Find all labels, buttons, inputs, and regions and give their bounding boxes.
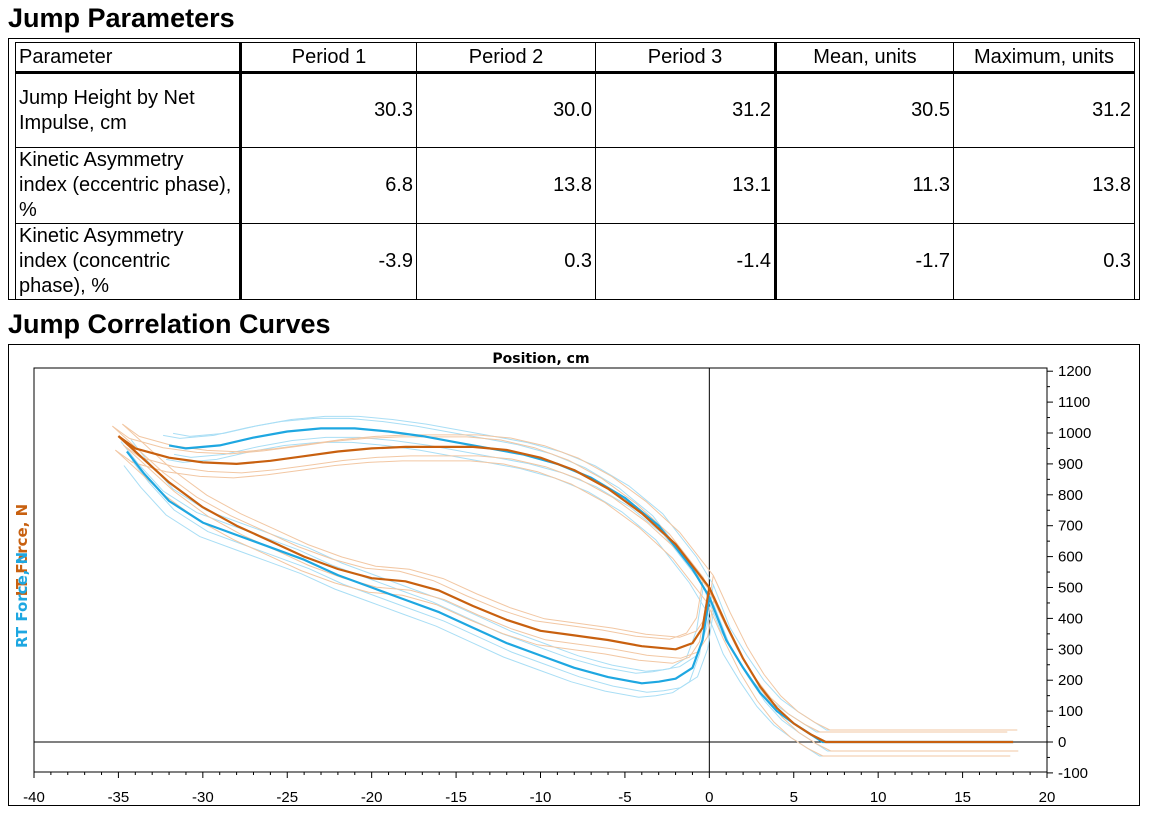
y-tick-label: 700 [1058, 518, 1083, 535]
table-row: Kinetic Asymmetry index (concentric phas… [15, 223, 1135, 300]
series-trial-line [112, 425, 1008, 733]
y-tick-label: 400 [1058, 610, 1083, 627]
table-header-row: Parameter Period 1 Period 2 Period 3 Mea… [15, 42, 1135, 74]
y-tick-label: 1200 [1058, 363, 1091, 380]
header-maximum: Maximum, units [953, 42, 1135, 74]
series-trial-line [174, 436, 1019, 752]
cell-maximum: 0.3 [953, 223, 1135, 300]
series-trial-line [123, 465, 707, 698]
cell-maximum: 13.8 [953, 147, 1135, 224]
series-trial-line [163, 417, 1008, 733]
y-tick-label: 0 [1058, 734, 1066, 751]
row-label: Kinetic Asymmetry index (concentric phas… [15, 223, 242, 300]
series-trial-line [122, 423, 1018, 731]
cell-period-3: 31.2 [595, 72, 777, 148]
x-tick-label: -35 [108, 789, 130, 806]
y-tick-label: 300 [1058, 641, 1083, 658]
series-trial-line [123, 444, 715, 659]
x-tick-label: -30 [192, 789, 214, 806]
cell-period-3: 13.1 [595, 147, 777, 224]
header-period-3: Period 3 [595, 42, 777, 74]
series-line [126, 450, 711, 685]
header-period-2: Period 2 [416, 42, 596, 74]
row-label: Jump Height by Net Impulse, cm [15, 72, 242, 148]
series-trial-line [173, 415, 1018, 731]
x-tick-label: 0 [705, 789, 713, 806]
table-row: Kinetic Asymmetry index (eccentric phase… [15, 147, 1135, 224]
series-trial-line [120, 441, 704, 674]
header-parameter: Parameter [15, 42, 242, 74]
y-tick-label: 1000 [1058, 425, 1091, 442]
x-tick-label: 5 [790, 789, 798, 806]
cell-period-2: 13.8 [416, 147, 596, 224]
x-tick-label: -5 [618, 789, 631, 806]
y-tick-label: 900 [1058, 456, 1083, 473]
cell-mean: 11.3 [775, 147, 954, 224]
y-tick-label: 1100 [1058, 394, 1090, 411]
parameters-table: Parameter Period 1 Period 2 Period 3 Mea… [15, 42, 1135, 300]
y-axis-label-rt: RT Force, N [13, 552, 31, 648]
series-trial-line [166, 441, 1011, 757]
cell-period-1: -3.9 [240, 223, 417, 300]
table-row: Jump Height by Net Impulse, cm 30.3 30.0… [15, 72, 1135, 148]
series-line [117, 435, 711, 651]
cell-mean: -1.7 [775, 223, 954, 300]
series-trial-line [115, 449, 1011, 757]
series-trial-line [115, 449, 707, 664]
x-tick-label: -25 [276, 789, 298, 806]
cell-period-2: 0.3 [416, 223, 596, 300]
y-axis-label-lt: LT Force, N [13, 504, 31, 596]
x-tick-label: 20 [1039, 789, 1056, 806]
chart-frame [8, 344, 1140, 806]
section-title-jump-parameters: Jump Parameters [8, 3, 235, 33]
cell-mean: 30.5 [775, 72, 954, 148]
series-line [168, 427, 1014, 744]
series-trial-line [112, 425, 704, 640]
x-tick-label: -20 [361, 789, 383, 806]
x-tick-label: 10 [870, 789, 887, 806]
y-tick-label: 800 [1058, 487, 1083, 504]
y-tick-label: 600 [1058, 549, 1083, 566]
y-tick-label: 500 [1058, 580, 1083, 597]
x-tick-label: -15 [445, 789, 467, 806]
section-title-jump-correlation: Jump Correlation Curves [8, 309, 331, 339]
cell-period-3: -1.4 [595, 223, 777, 300]
x-tick-label: 15 [954, 789, 971, 806]
series-trial-line [122, 423, 714, 638]
x-tick-label: -40 [23, 789, 45, 806]
cell-period-1: 30.3 [240, 72, 417, 148]
plot-area [33, 367, 1048, 773]
y-tick-label: 100 [1058, 703, 1083, 720]
y-tick-label: 200 [1058, 672, 1083, 689]
cell-period-1: 6.8 [240, 147, 417, 224]
header-period-1: Period 1 [240, 42, 417, 74]
row-label: Kinetic Asymmetry index (eccentric phase… [15, 147, 242, 224]
series-trial-line [130, 439, 714, 672]
cell-period-2: 30.0 [416, 72, 596, 148]
series-line [117, 435, 1014, 744]
parameters-table-frame: Parameter Period 1 Period 2 Period 3 Mea… [8, 38, 1140, 300]
header-mean: Mean, units [775, 42, 954, 74]
x-tick-label: -10 [530, 789, 552, 806]
chart-title: Position, cm [492, 351, 589, 367]
y-tick-label: -100 [1058, 765, 1088, 782]
series-trial-line [131, 460, 715, 693]
series-trial-line [123, 444, 1019, 752]
cell-maximum: 31.2 [953, 72, 1135, 148]
